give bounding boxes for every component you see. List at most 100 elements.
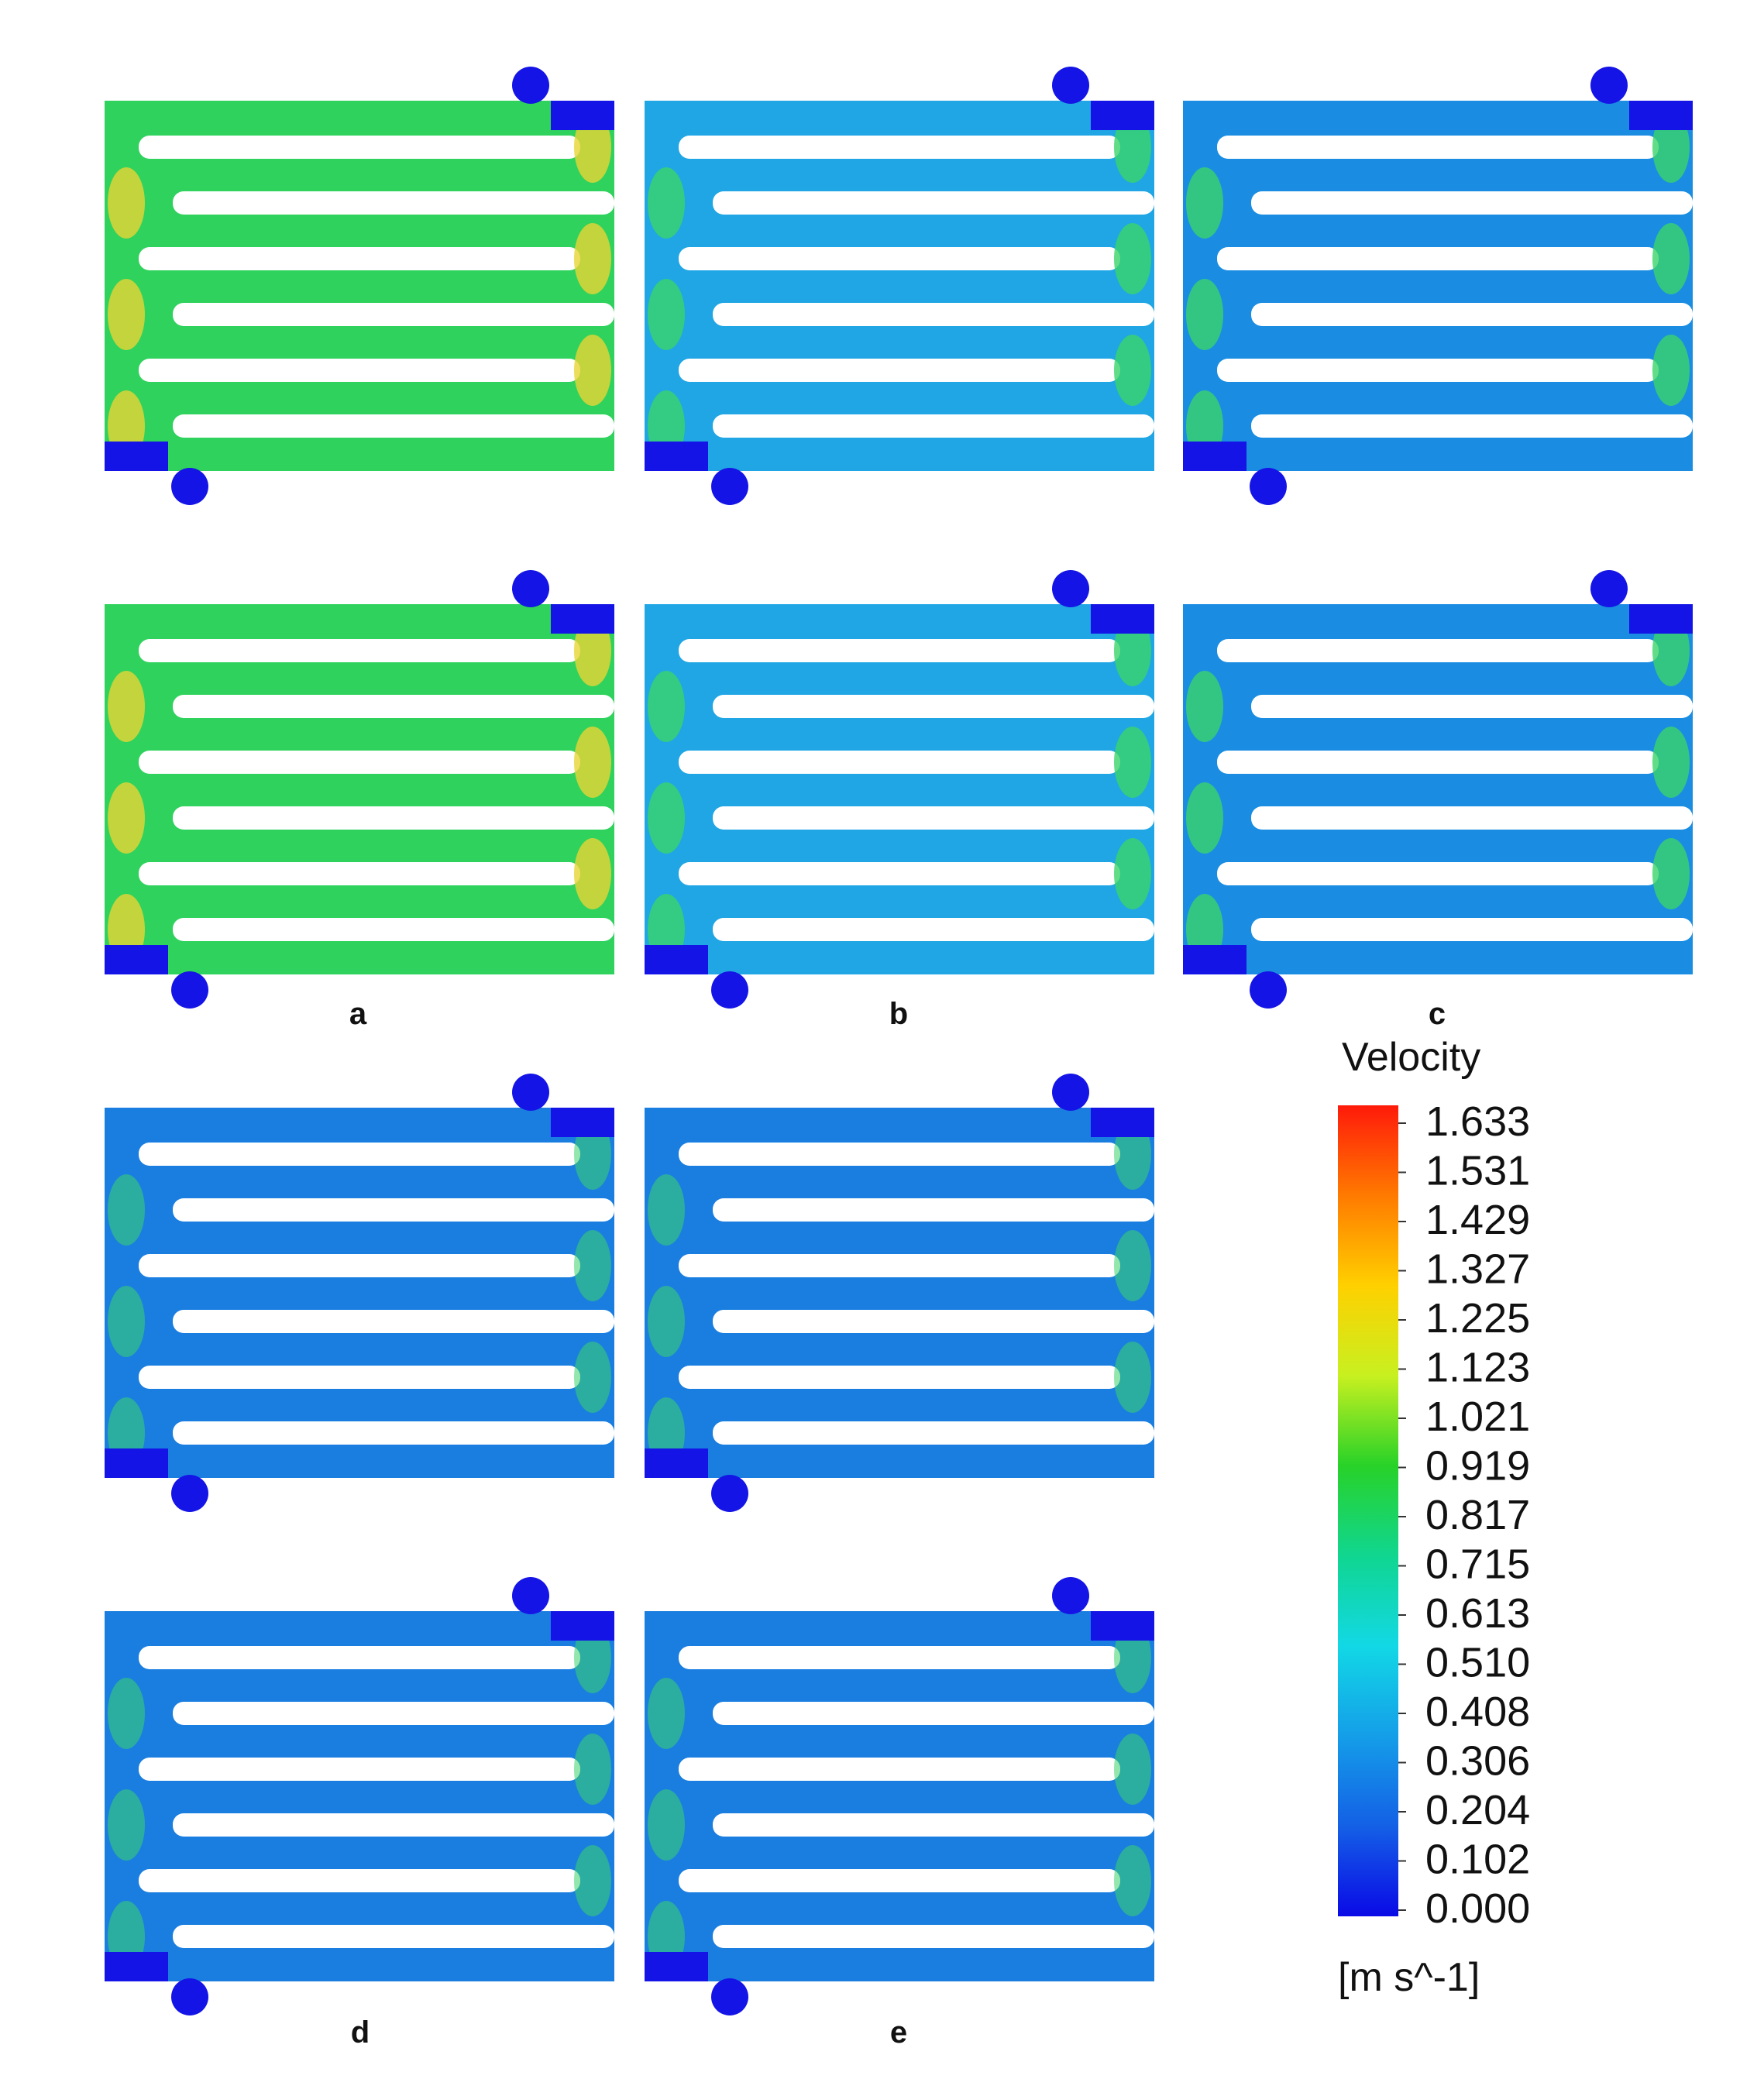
inlet-block: [1629, 101, 1693, 130]
turn-hotspot: [574, 1342, 611, 1413]
colorbar-tick-label: 1.633: [1425, 1098, 1530, 1145]
channel-rib: [139, 1254, 580, 1277]
colorbar-tick-label: 1.225: [1425, 1295, 1530, 1342]
channel-rib: [679, 247, 1120, 270]
channel-rib: [1251, 191, 1693, 215]
outlet-port-icon: [171, 1978, 208, 2015]
colorbar-tick-label: 0.510: [1425, 1640, 1530, 1686]
inlet-port-icon: [1590, 67, 1628, 104]
inlet-port-icon: [1052, 570, 1089, 607]
colorbar-tick-label: 0.408: [1425, 1689, 1530, 1735]
outlet-block: [105, 442, 168, 471]
flow-plate-e: [645, 1074, 1154, 1512]
channel-rib: [679, 751, 1120, 774]
colorbar-tick-label: 0.306: [1425, 1738, 1530, 1785]
colorbar-gradient: [1338, 1105, 1398, 1916]
channel-rib: [679, 1758, 1120, 1781]
inlet-port-icon: [512, 570, 549, 607]
turn-hotspot: [574, 1230, 611, 1301]
turn-hotspot: [648, 782, 685, 854]
channel-body: [1183, 604, 1693, 974]
channel-rib: [1217, 247, 1659, 270]
turn-hotspot: [574, 1734, 611, 1805]
inlet-block: [551, 101, 614, 130]
channel-body: [645, 1611, 1154, 1981]
turn-hotspot: [1114, 335, 1151, 406]
colorbar-tick-label: 0.613: [1425, 1590, 1530, 1637]
colorbar-tick-label: 1.429: [1425, 1197, 1530, 1243]
inlet-block: [551, 1611, 614, 1641]
outlet-block: [1183, 442, 1246, 471]
turn-hotspot: [648, 279, 685, 350]
turn-hotspot: [108, 782, 145, 854]
channel-rib: [1217, 639, 1659, 662]
channel-rib: [713, 806, 1154, 830]
inlet-block: [1091, 604, 1154, 634]
panel-label-c: c: [1429, 997, 1446, 1031]
outlet-block: [645, 1952, 708, 1981]
turn-hotspot: [108, 167, 145, 239]
outlet-port-icon: [711, 1978, 748, 2015]
flow-plate-a: [105, 570, 614, 1009]
channel-rib: [173, 303, 614, 326]
colorbar-tick-label: 0.204: [1425, 1787, 1530, 1833]
channel-body: [1183, 101, 1693, 471]
turn-hotspot: [108, 1286, 145, 1357]
channel-rib: [713, 414, 1154, 438]
channel-rib: [139, 247, 580, 270]
turn-hotspot: [108, 1789, 145, 1861]
turn-hotspot: [1186, 782, 1223, 854]
channel-rib: [713, 918, 1154, 941]
outlet-port-icon: [1250, 468, 1287, 505]
channel-rib: [713, 1198, 1154, 1222]
turn-hotspot: [1114, 838, 1151, 909]
inlet-port-icon: [1052, 1577, 1089, 1614]
inlet-port-icon: [512, 1074, 549, 1111]
channel-rib: [1217, 359, 1659, 382]
channel-rib: [173, 1702, 614, 1725]
inlet-block: [1091, 1611, 1154, 1641]
outlet-block: [105, 945, 168, 974]
channel-rib: [679, 1646, 1120, 1669]
turn-hotspot: [1186, 167, 1223, 239]
outlet-block: [105, 1448, 168, 1478]
turn-hotspot: [574, 1845, 611, 1916]
colorbar-tick-label: 1.123: [1425, 1345, 1530, 1391]
channel-rib: [173, 191, 614, 215]
turn-hotspot: [1114, 1230, 1151, 1301]
turn-hotspot: [108, 1174, 145, 1246]
inlet-port-icon: [512, 1577, 549, 1614]
flow-plate-b: [645, 67, 1154, 505]
turn-hotspot: [1114, 1734, 1151, 1805]
channel-rib: [713, 1925, 1154, 1948]
channel-rib: [1217, 751, 1659, 774]
outlet-port-icon: [1250, 971, 1287, 1009]
turn-hotspot: [574, 335, 611, 406]
turn-hotspot: [108, 671, 145, 742]
channel-rib: [1251, 414, 1693, 438]
velocity-colorbar: Velocity 1.6331.5311.4291.3271.2251.1231…: [1338, 1035, 1530, 2000]
inlet-block: [1629, 604, 1693, 634]
channel-rib: [139, 359, 580, 382]
outlet-block: [645, 1448, 708, 1478]
colorbar-tick-label: 0.715: [1425, 1541, 1530, 1588]
turn-hotspot: [1114, 727, 1151, 798]
channel-rib: [713, 695, 1154, 718]
flow-plate-c: [1183, 570, 1693, 1009]
outlet-port-icon: [171, 468, 208, 505]
flow-plate-d: [105, 1074, 614, 1512]
channel-rib: [1251, 695, 1693, 718]
outlet-block: [645, 442, 708, 471]
inlet-block: [1091, 1108, 1154, 1137]
channel-rib: [173, 918, 614, 941]
channel-rib: [173, 1813, 614, 1837]
flow-plate-e: [645, 1577, 1154, 2015]
channel-rib: [139, 136, 580, 159]
channel-body: [645, 1108, 1154, 1478]
channel-rib: [679, 1869, 1120, 1892]
channel-rib: [139, 1869, 580, 1892]
colorbar-tick-label: 1.021: [1425, 1393, 1530, 1440]
channel-rib: [713, 191, 1154, 215]
channel-body: [105, 1108, 614, 1478]
